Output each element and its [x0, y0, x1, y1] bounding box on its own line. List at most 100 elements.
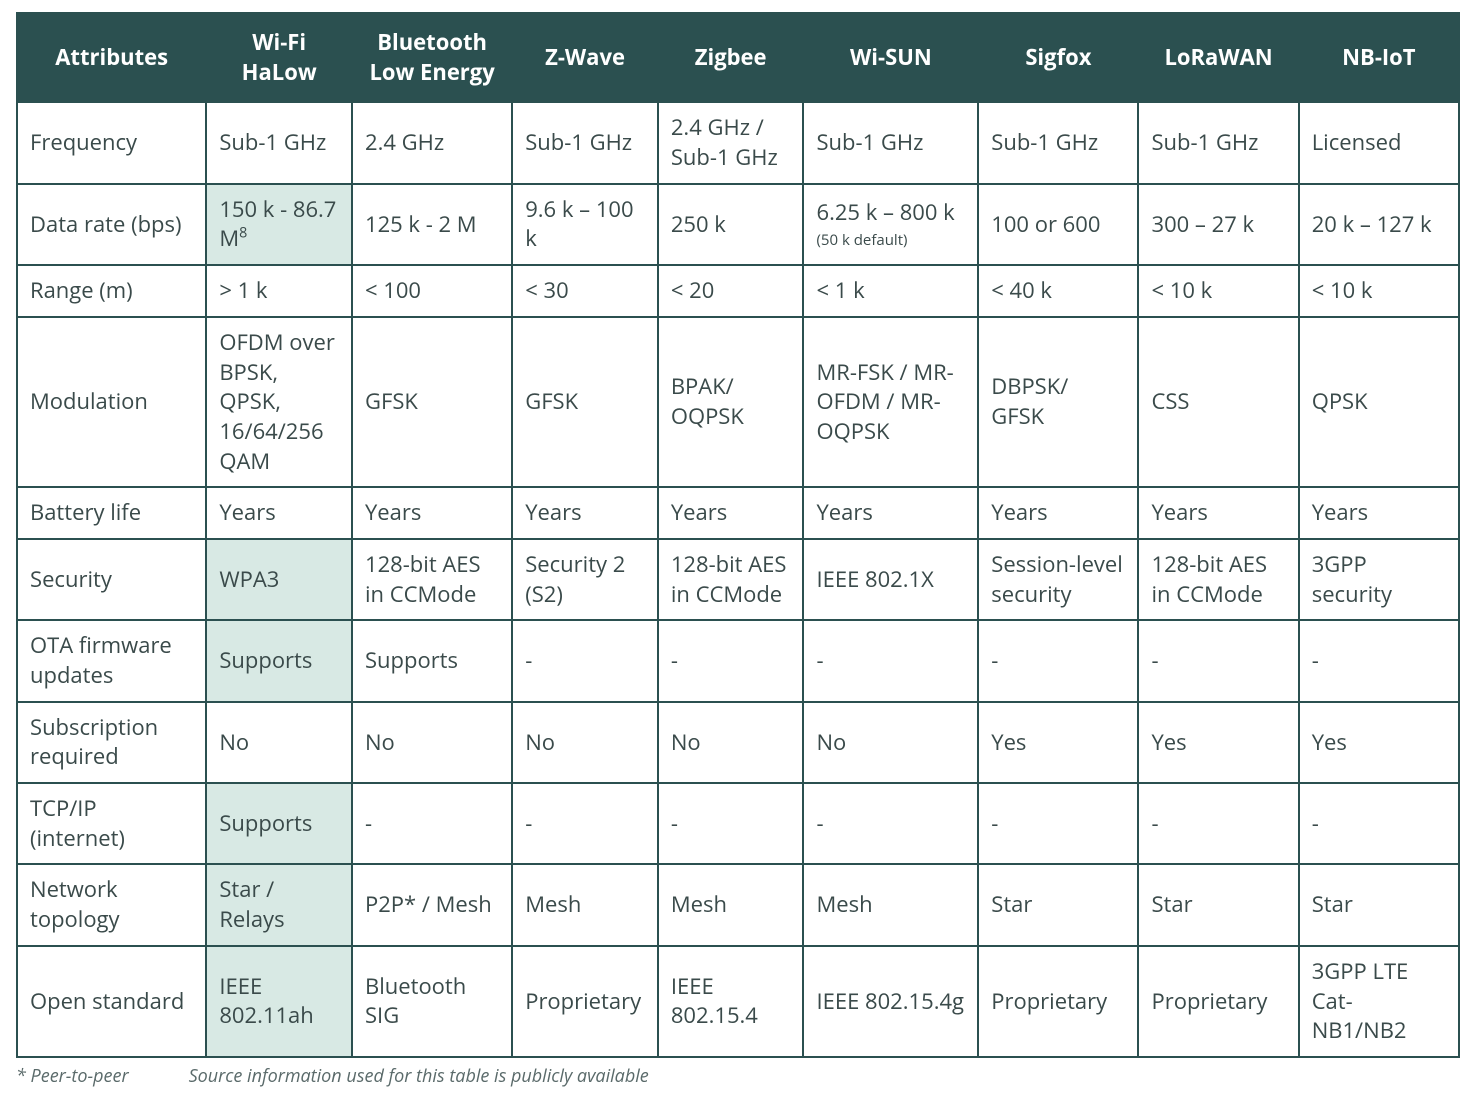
data-cell: 128-bit AES in CCMode [1138, 539, 1298, 620]
cell-text: 100 or 600 [991, 209, 1100, 239]
data-cell: 2.4 GHz / Sub-1 GHz [658, 102, 804, 183]
data-cell: 125 k - 2 M [352, 184, 512, 265]
data-cell: Years [658, 487, 804, 539]
data-cell: No [352, 702, 512, 783]
data-cell: No [512, 702, 658, 783]
cell-text: - [671, 645, 678, 675]
cell-text: Years [219, 497, 275, 527]
cell-text: 250 k [671, 209, 726, 239]
data-cell: Sub-1 GHz [206, 102, 352, 183]
cell-text: 20 k – 127 k [1312, 209, 1432, 239]
data-cell: > 1 k [206, 265, 352, 317]
data-cell: < 30 [512, 265, 658, 317]
data-cell: - [803, 783, 978, 864]
cell-text: Star [1312, 889, 1353, 919]
cell-text: 300 – 27 k [1151, 209, 1254, 239]
data-cell: 20 k – 127 k [1299, 184, 1459, 265]
cell-text: Licensed [1312, 127, 1402, 157]
cell-text: Star [991, 889, 1032, 919]
cell-text: OFDM over BPSK, QPSK, 16/64/256 QAM [219, 327, 335, 476]
cell-text: P2P* / Mesh [365, 889, 492, 919]
data-cell: Sub-1 GHz [1138, 102, 1298, 183]
data-cell: Security 2 (S2) [512, 539, 658, 620]
data-cell: IEEE 802.15.4g [803, 946, 978, 1057]
cell-text: CSS [1151, 386, 1189, 416]
col-header-ble: Bluetooth Low Energy [352, 13, 512, 102]
data-cell: 100 or 600 [978, 184, 1138, 265]
data-cell: < 40 k [978, 265, 1138, 317]
data-cell: BPAK/ OQPSK [658, 317, 804, 487]
cell-text: 3GPP security [1312, 549, 1392, 609]
col-header-attributes: Attributes [17, 13, 206, 102]
cell-text: - [1151, 808, 1158, 838]
cell-text: IEEE 802.15.4 [671, 971, 758, 1031]
attr-cell: Open standard [17, 946, 206, 1057]
data-cell: Years [803, 487, 978, 539]
cell-text: Years [365, 497, 421, 527]
data-cell: Yes [1299, 702, 1459, 783]
data-cell: 128-bit AES in CCMode [352, 539, 512, 620]
cell-text: 2.4 GHz / Sub-1 GHz [671, 112, 778, 172]
cell-text: < 40 k [991, 275, 1052, 305]
data-cell: Yes [1138, 702, 1298, 783]
cell-text: 2.4 GHz [365, 127, 444, 157]
cell-text: 128-bit AES in CCMode [671, 549, 787, 609]
cell-text: - [1312, 808, 1319, 838]
cell-text: No [219, 727, 249, 757]
attr-cell: Modulation [17, 317, 206, 487]
data-cell: 128-bit AES in CCMode [658, 539, 804, 620]
table-row: Subscription requiredNoNoNoNoNoYesYesYes [17, 702, 1459, 783]
cell-text: - [1151, 645, 1158, 675]
data-cell: - [803, 620, 978, 701]
data-cell: - [1299, 783, 1459, 864]
footnote-p2p: * Peer-to-peer [16, 1064, 129, 1088]
cell-text: IEEE 802.11ah [219, 971, 313, 1031]
cell-text: < 1 k [816, 275, 864, 305]
data-cell: Licensed [1299, 102, 1459, 183]
data-cell: Supports [206, 620, 352, 701]
data-cell: P2P* / Mesh [352, 864, 512, 945]
cell-text: GFSK [525, 386, 578, 416]
data-cell: Years [512, 487, 658, 539]
cell-text: Supports [219, 808, 312, 838]
cell-text: - [991, 645, 998, 675]
data-cell: < 1 k [803, 265, 978, 317]
attr-cell: Subscription required [17, 702, 206, 783]
attr-cell: Network topology [17, 864, 206, 945]
cell-text: - [991, 808, 998, 838]
cell-text: 150 k - 86.7 M8 [219, 194, 336, 254]
data-cell: Proprietary [1138, 946, 1298, 1057]
data-cell: No [206, 702, 352, 783]
data-cell: GFSK [512, 317, 658, 487]
data-cell: - [658, 620, 804, 701]
col-header-zigbee: Zigbee [658, 13, 804, 102]
data-cell: Sub-1 GHz [978, 102, 1138, 183]
data-cell: IEEE 802.11ah [206, 946, 352, 1057]
cell-text: 128-bit AES in CCMode [1151, 549, 1267, 609]
col-header-lorawan: LoRaWAN [1138, 13, 1298, 102]
data-cell: Proprietary [512, 946, 658, 1057]
cell-text: Mesh [525, 889, 581, 919]
cell-text: Bluetooth SIG [365, 971, 466, 1031]
col-header-wisun: Wi-SUN [803, 13, 978, 102]
data-cell: WPA3 [206, 539, 352, 620]
data-cell: Bluetooth SIG [352, 946, 512, 1057]
cell-text: Proprietary [991, 986, 1107, 1016]
data-cell: - [512, 620, 658, 701]
cell-text: - [525, 645, 532, 675]
table-row: Open standardIEEE 802.11ah Bluetooth SIG P… [17, 946, 1459, 1057]
data-cell: Years [1138, 487, 1298, 539]
data-cell: QPSK [1299, 317, 1459, 487]
cell-text: Years [991, 497, 1047, 527]
data-cell: - [978, 783, 1138, 864]
cell-text: QPSK [1312, 386, 1368, 416]
cell-text: 3GPP LTE Cat-NB1/NB2 [1312, 956, 1409, 1045]
data-cell: Mesh [512, 864, 658, 945]
data-cell: Years [206, 487, 352, 539]
cell-text: Supports [365, 645, 458, 675]
col-header-nbiot: NB-IoT [1299, 13, 1459, 102]
data-cell: DBPSK/ GFSK [978, 317, 1138, 487]
cell-text: Star [1151, 889, 1192, 919]
data-cell: 3GPP LTE Cat-NB1/NB2 [1299, 946, 1459, 1057]
table-head: Attributes Wi-Fi HaLow Bluetooth Low Ene… [17, 13, 1459, 102]
